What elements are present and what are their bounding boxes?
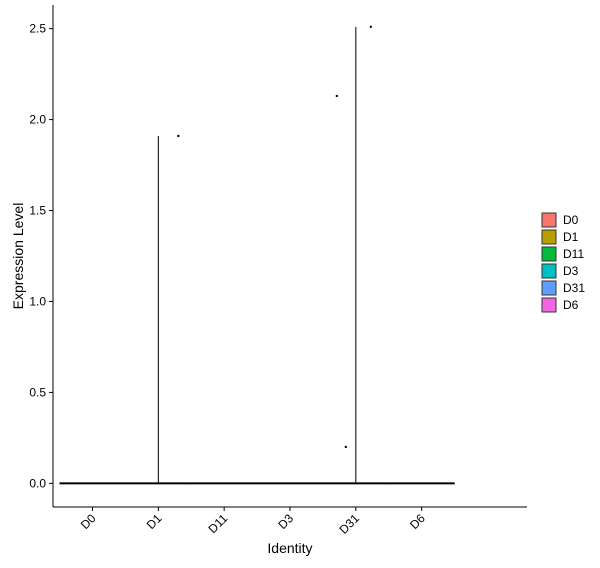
violin (322, 26, 389, 484)
legend-label: D0 (563, 213, 579, 227)
x-tick-label: D1 (144, 511, 165, 532)
legend-key (541, 280, 557, 296)
y-tick-label: 1.0 (29, 294, 46, 308)
legend-label: D11 (563, 247, 584, 261)
y-tick-label: 1.5 (29, 204, 46, 218)
violin-base (257, 482, 323, 485)
point (369, 25, 373, 29)
violin-base (322, 482, 389, 485)
legend-label: D31 (563, 281, 585, 295)
x-tick-label: D6 (407, 511, 428, 532)
violin-base (125, 482, 192, 485)
point (335, 94, 339, 98)
x-tick-label: D0 (78, 511, 99, 532)
y-axis-title: Expression Level (10, 203, 26, 310)
point (177, 134, 180, 138)
point (344, 445, 348, 449)
legend-label: D1 (563, 230, 579, 244)
legend-key (541, 229, 557, 245)
x-tick-label: D3 (275, 511, 296, 532)
legend-key (541, 212, 557, 228)
violin-base (59, 482, 126, 485)
legend-key (541, 297, 557, 313)
y-tick-label: 2.0 (29, 113, 46, 127)
x-tick-label: D31 (336, 511, 362, 537)
legend-label: D6 (563, 298, 579, 312)
x-tick-label: D11 (205, 511, 230, 536)
x-axis-title: Identity (267, 540, 312, 556)
violin-base (388, 482, 455, 485)
legend-label: D3 (563, 264, 579, 278)
legend-key (541, 263, 557, 279)
violin-base (191, 482, 258, 485)
y-tick-label: 0.0 (29, 476, 46, 490)
violin (125, 135, 192, 484)
legend-key (541, 246, 557, 262)
y-tick-label: 2.5 (29, 22, 46, 36)
y-tick-label: 0.5 (29, 385, 46, 399)
